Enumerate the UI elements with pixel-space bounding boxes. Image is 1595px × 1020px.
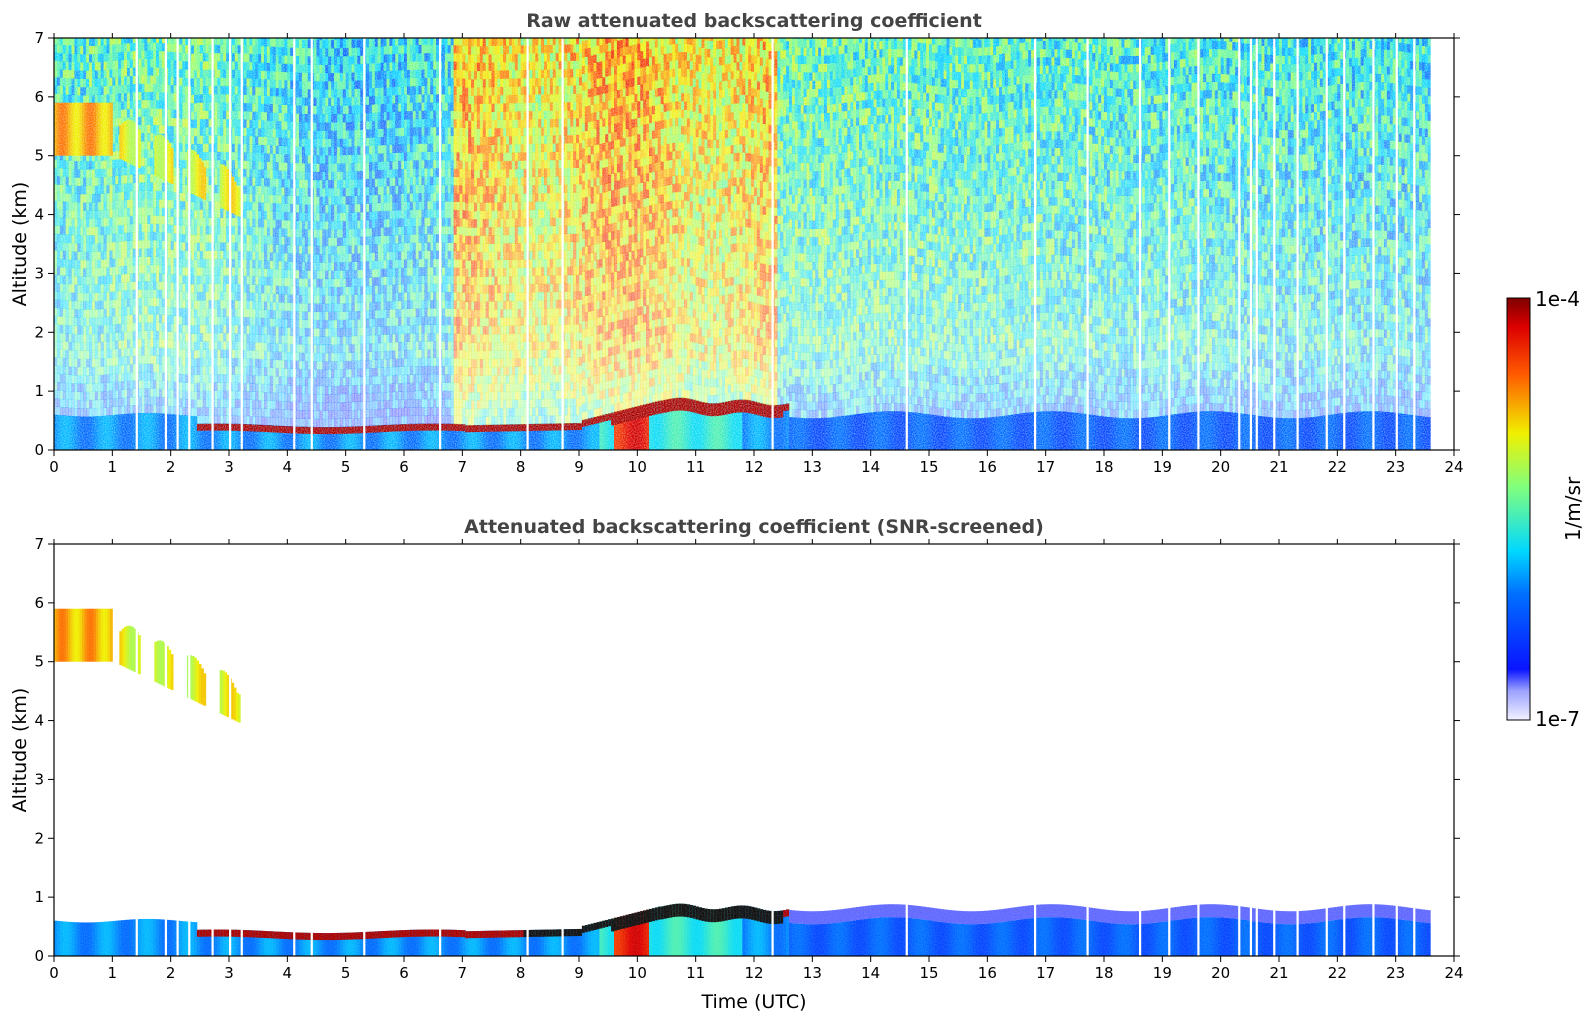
heatmap-cell — [269, 38, 274, 39]
heatmap-area — [54, 38, 1454, 450]
chart-title: Raw attenuated backscattering coefficien… — [526, 10, 982, 32]
heatmap-cell — [272, 38, 277, 39]
panel-raw: Raw attenuated backscattering coefficien… — [9, 10, 1464, 476]
